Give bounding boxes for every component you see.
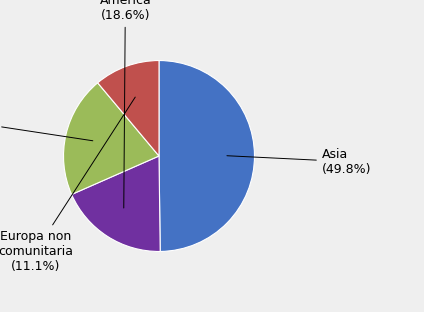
Text: America
(18.6%): America (18.6%) [100,0,151,208]
Text: Europa non
comunitaria
(11.1%): Europa non comunitaria (11.1%) [0,97,135,273]
Wedge shape [64,83,159,194]
Text: Africa
(20.5%): Africa (20.5%) [0,108,93,141]
Text: Asia
(49.8%): Asia (49.8%) [227,148,371,176]
Wedge shape [98,61,159,156]
Wedge shape [72,156,160,251]
Wedge shape [159,61,254,251]
